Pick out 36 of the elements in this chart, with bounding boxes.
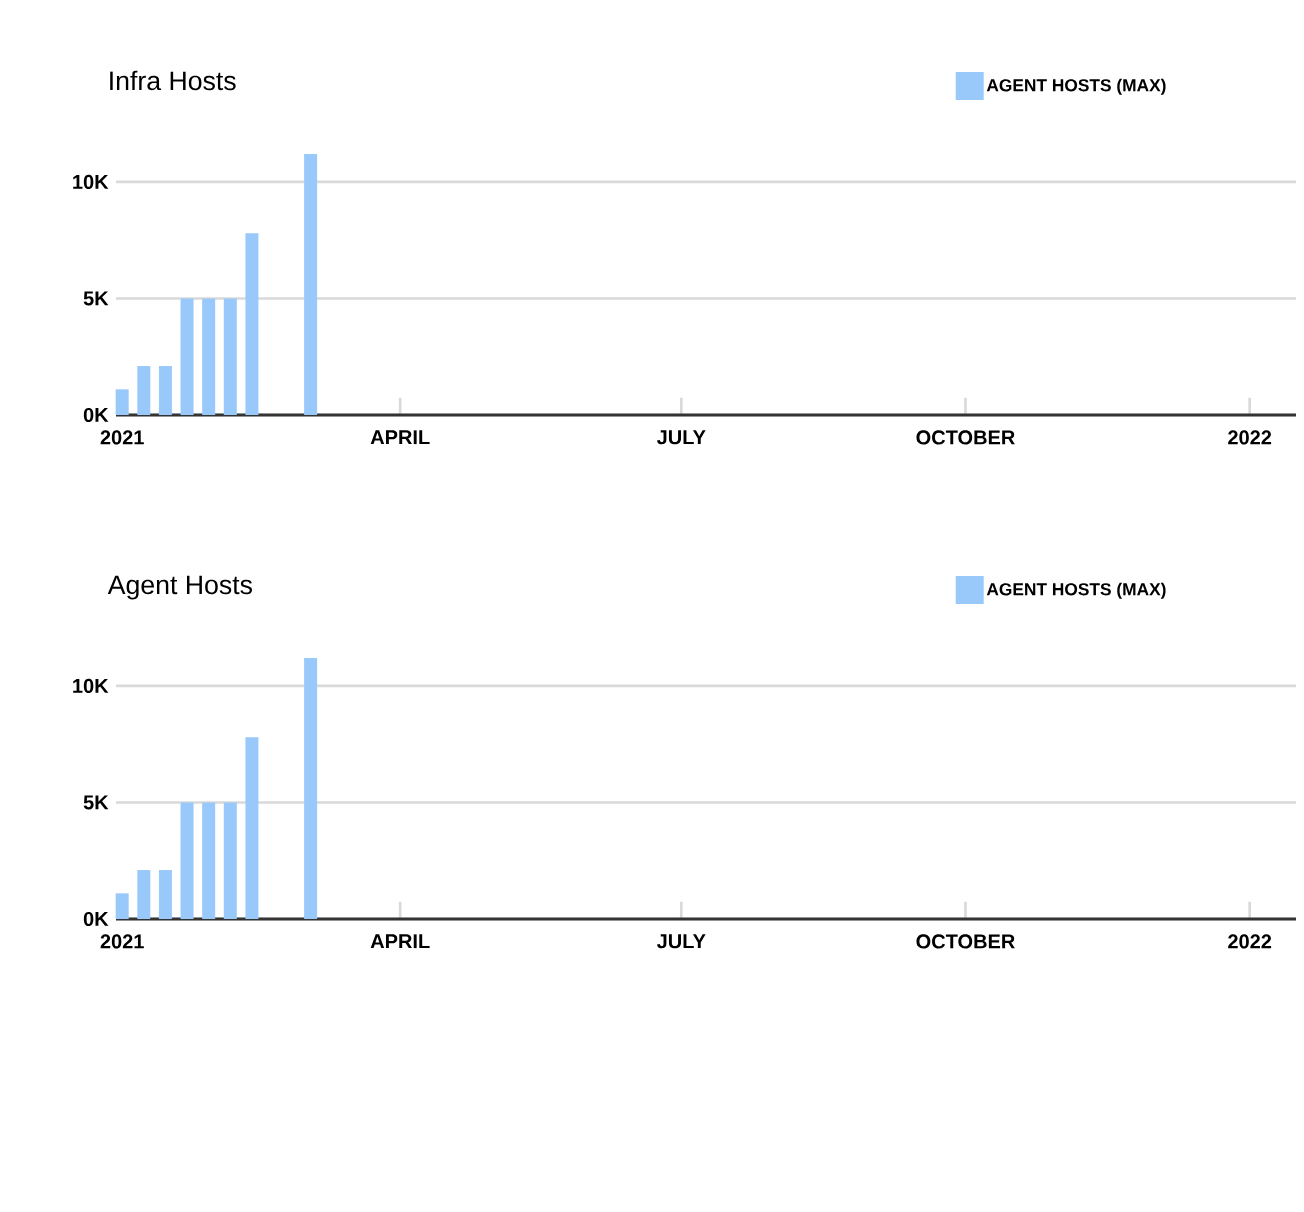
x-tick-label: APRIL (370, 934, 430, 949)
chart-title: Agent Hosts (107, 575, 252, 600)
bar (245, 233, 259, 415)
x-tick-label: 2021 (100, 934, 144, 949)
x-tick-label: APRIL (370, 430, 430, 445)
bar (137, 870, 151, 919)
bar (223, 298, 237, 415)
bar (158, 366, 172, 415)
x-tick-label: JULY (656, 934, 706, 949)
y-tick-label: 10K (73, 678, 109, 694)
x-tick-label: 2022 (1228, 430, 1272, 445)
y-tick-label: 5K (83, 795, 109, 810)
x-tick-label: OCTOBER (916, 934, 1015, 949)
bar (115, 389, 129, 415)
bar (304, 153, 318, 415)
chart-title: Infra Hosts (110, 70, 236, 91)
bar (223, 802, 237, 919)
bar (115, 893, 129, 919)
legend-label: AGENT HOSTS (MAX) (986, 582, 1166, 599)
bar (304, 657, 318, 919)
bar (202, 298, 216, 415)
bar (180, 298, 194, 415)
bar (137, 366, 151, 415)
x-tick-label: JULY (656, 430, 706, 445)
bar (202, 802, 216, 919)
x-tick-label: 2021 (100, 430, 144, 445)
y-tick-label: 0K (83, 407, 109, 423)
bar (158, 870, 172, 919)
bar (180, 802, 194, 919)
legend-label: AGENT HOSTS (MAX) (986, 78, 1166, 95)
y-tick-label: 5K (83, 291, 109, 306)
bar (245, 737, 259, 919)
y-tick-label: 0K (83, 911, 109, 927)
x-tick-label: 2022 (1228, 934, 1272, 949)
y-tick-label: 10K (73, 174, 109, 190)
x-tick-label: OCTOBER (916, 430, 1015, 445)
